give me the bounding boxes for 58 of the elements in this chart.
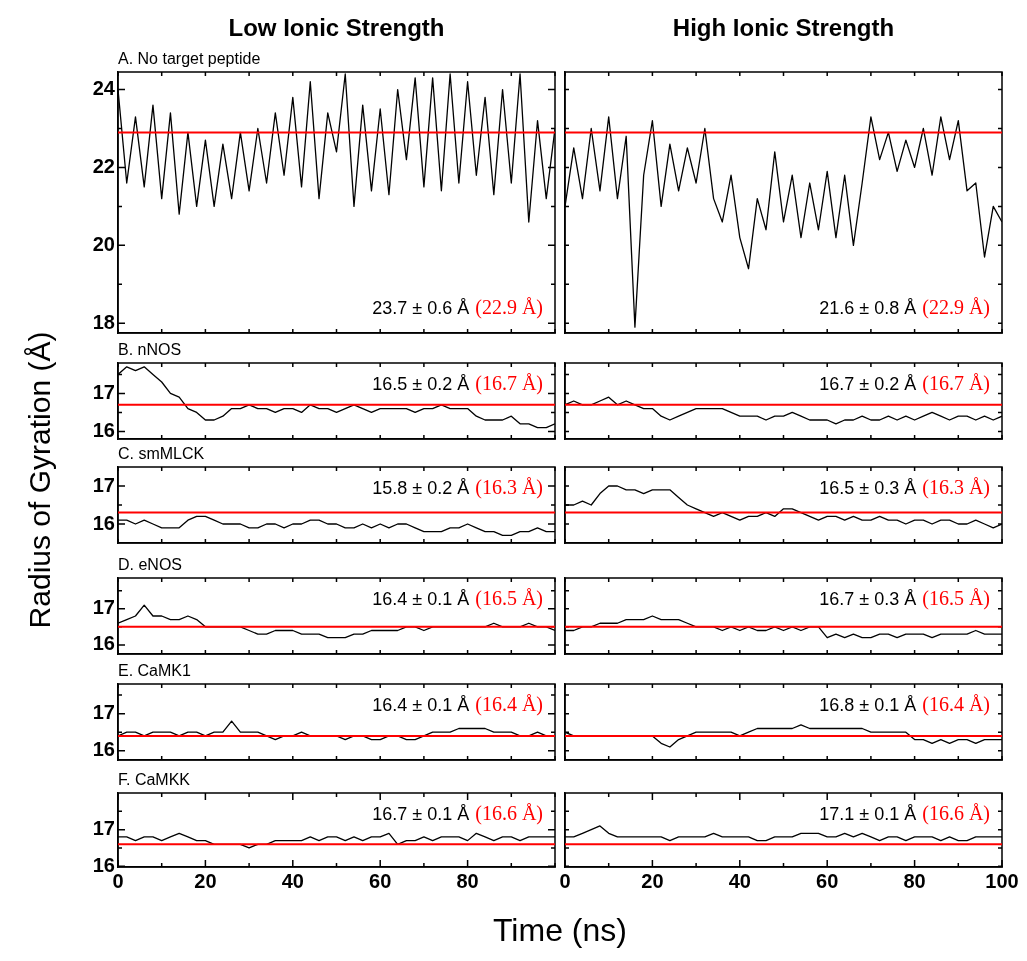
- ref-line-label: (16.4 Å): [475, 693, 543, 717]
- y-tick-label: 17: [92, 596, 115, 619]
- y-axis-title: Radius of Gyration (Å): [22, 331, 57, 629]
- ref-line-label: (16.5 Å): [475, 587, 543, 611]
- y-tick-label: 20: [92, 232, 115, 255]
- ref-line-label: (16.3 Å): [475, 476, 543, 500]
- y-tick-label: 17: [92, 380, 115, 403]
- annotation: 15.8 ± 0.2 Å: [372, 477, 470, 498]
- x-axis-title: Time (ns): [493, 912, 627, 949]
- chart-title: High Ionic Strength: [671, 14, 896, 42]
- annotation: 16.7 ± 0.2 Å: [819, 373, 917, 394]
- x-tick-label: 0: [559, 869, 571, 892]
- x-tick-label: 20: [194, 869, 217, 892]
- y-tick-label: 16: [92, 738, 115, 761]
- annotation: 16.8 ± 0.1 Å: [819, 694, 917, 715]
- ref-line-label: (16.5 Å): [922, 587, 990, 611]
- y-tick-label: 17: [92, 473, 115, 496]
- annotation: 21.6 ± 0.8 Å: [819, 297, 917, 318]
- annotation: 17.1 ± 0.1 Å: [819, 803, 917, 824]
- y-tick-label: 17: [92, 701, 115, 724]
- ref-line-label: (16.6 Å): [475, 802, 543, 826]
- annotation: 23.7 ± 0.6 Å: [372, 297, 470, 318]
- x-tick-label: 100: [985, 869, 1019, 892]
- chart-title: C. smMLCK: [118, 445, 205, 463]
- ref-line-label: (16.3 Å): [922, 476, 990, 500]
- x-tick-label: 40: [281, 869, 304, 892]
- y-tick-label: 17: [92, 817, 115, 840]
- x-tick-label: 60: [816, 869, 839, 892]
- x-tick-label: 20: [641, 869, 664, 892]
- chart-title: B. nNOS: [118, 341, 182, 359]
- ref-line-label: (16.7 Å): [922, 372, 990, 396]
- annotation: 16.5 ± 0.2 Å: [372, 373, 470, 394]
- chart-title: Low Ionic Strength: [227, 14, 446, 42]
- y-tick-label: 24: [92, 77, 116, 100]
- ref-line-label: (22.9 Å): [475, 296, 543, 320]
- y-tick-label: 16: [92, 853, 115, 876]
- y-tick-label: 16: [92, 632, 115, 655]
- chart-subtitle: A. No target peptide: [118, 50, 261, 68]
- ref-line-label: (22.9 Å): [922, 296, 990, 320]
- chart-title: F. CaMKK: [118, 771, 191, 789]
- annotation: 16.4 ± 0.1 Å: [372, 588, 470, 609]
- ref-line-label: (16.6 Å): [922, 802, 990, 826]
- annotation: 16.7 ± 0.1 Å: [372, 803, 470, 824]
- ref-line-label: (16.7 Å): [475, 372, 543, 396]
- chart-title: D. eNOS: [118, 556, 183, 574]
- x-tick-label: 80: [903, 869, 926, 892]
- y-tick-label: 16: [92, 511, 115, 534]
- y-tick-label: 18: [92, 310, 115, 333]
- x-tick-label: 40: [728, 869, 751, 892]
- annotation: 16.5 ± 0.3 Å: [819, 477, 917, 498]
- y-tick-label: 22: [92, 154, 115, 177]
- x-tick-label: 60: [369, 869, 392, 892]
- chart-title: E. CaMK1: [118, 662, 191, 680]
- annotation: 16.4 ± 0.1 Å: [372, 694, 470, 715]
- ref-line-label: (16.4 Å): [922, 693, 990, 717]
- y-tick-label: 16: [92, 418, 115, 441]
- annotation: 16.7 ± 0.3 Å: [819, 588, 917, 609]
- x-tick-label: 80: [456, 869, 479, 892]
